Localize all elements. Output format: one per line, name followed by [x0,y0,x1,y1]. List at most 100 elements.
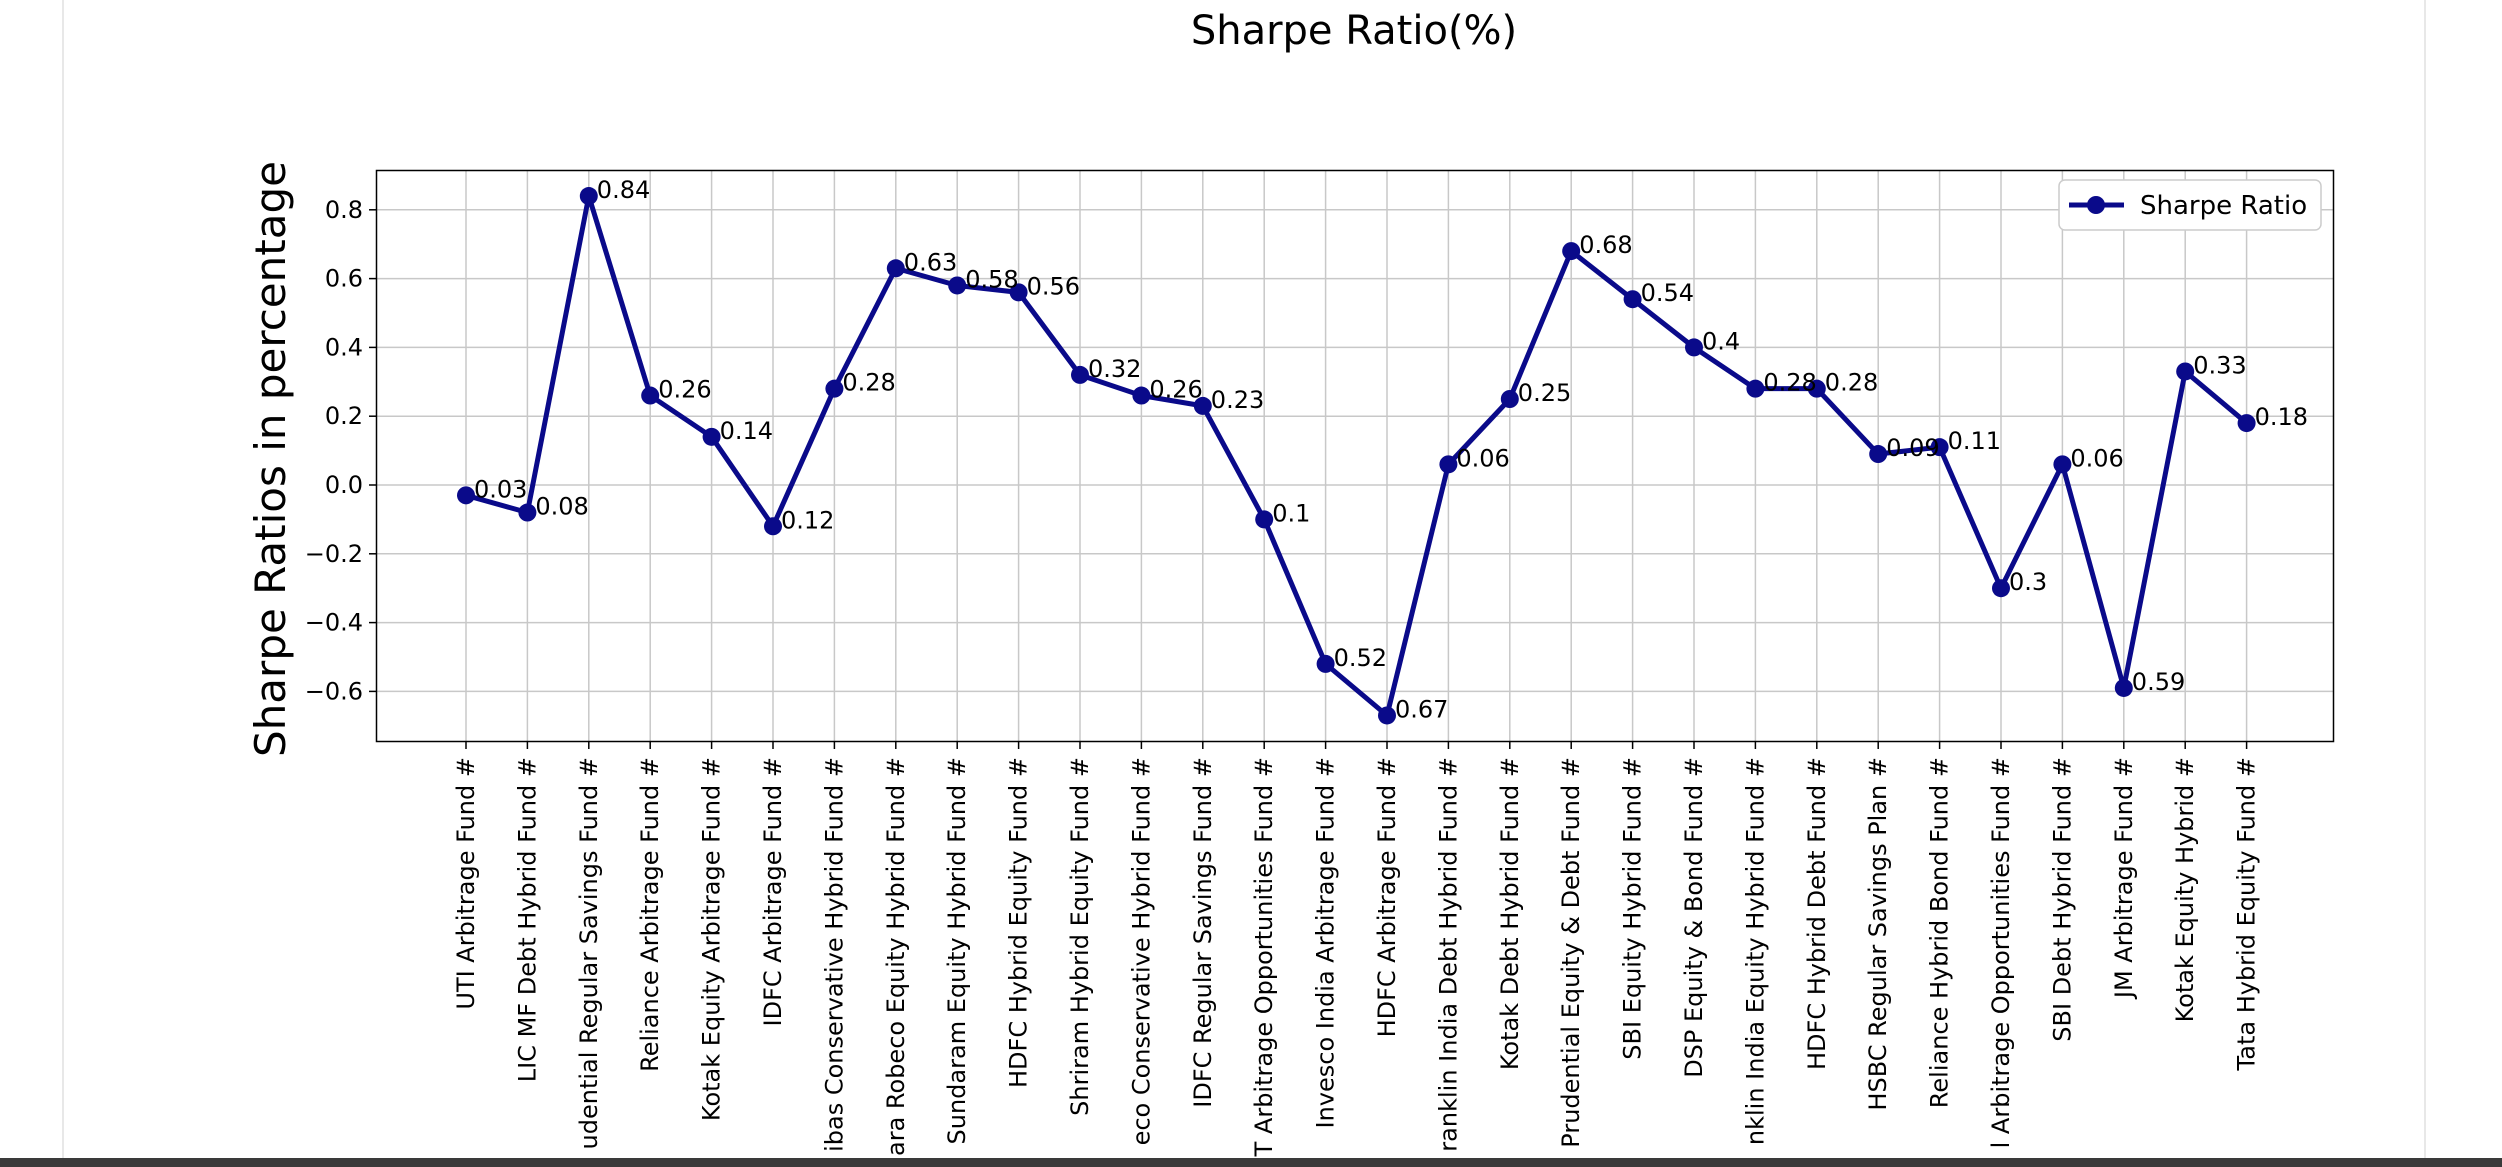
data-point-marker [825,379,844,398]
data-point-marker [2176,362,2195,381]
x-tick-label: HDFC Hybrid Equity Fund # [1005,757,1033,1088]
y-tick-label: 0.0 [325,471,363,499]
data-value-label: 0.3 [2009,568,2047,596]
data-value-label: 0.33 [2193,351,2246,379]
data-point-marker [1746,379,1765,398]
x-tick-label: LIC MF Debt Hybrid Fund # [513,757,541,1082]
data-point-marker [764,517,782,536]
y-tick-label: −0.6 [305,677,363,705]
x-tick-label: Reliance Hybrid Bond Fund # [1926,757,1954,1108]
x-tick-label: Invesco India Arbitrage Fund # [1312,757,1340,1128]
data-value-label: 0.06 [2070,444,2123,472]
gridlines [377,171,2334,741]
x-tick-label: ibas Conservative Hybrid Fund # [820,757,848,1152]
data-point-marker [457,486,475,505]
data-value-label: 0.08 [535,493,588,521]
data-point-marker [1685,338,1703,357]
x-tick-label: Sundaram Equity Hybrid Fund # [943,757,971,1144]
data-point-marker [1009,283,1028,302]
data-value-label: 0.18 [2255,403,2308,431]
data-value-label: 0.11 [1948,427,2001,455]
x-tick-label: l Arbitrage Opportunities Fund # [1987,757,2015,1148]
data-point-marker [2114,678,2133,697]
y-tick-label: 0.4 [325,333,363,361]
x-tick-label: DSP Equity & Bond Fund # [1680,757,1708,1078]
y-tick-label: 0.6 [325,265,363,293]
data-value-label: 0.28 [842,369,895,397]
left-page-edge [62,0,64,1158]
data-point-marker [1316,654,1335,673]
y-tick-label: 0.8 [325,196,363,224]
data-value-label: 0.25 [1518,379,1571,407]
data-point-marker [641,386,660,405]
data-value-label: 0.14 [720,417,773,445]
y-axis-title: Sharpe Ratios in percentage [246,161,295,757]
x-tick-label: HSBC Regular Savings Plan # [1864,757,1892,1111]
data-point-marker [1807,379,1826,398]
x-tick-label: Kotak Equity Hybrid # [2171,757,2199,1022]
data-value-label: 0.09 [1886,434,1939,462]
data-value-label: 0.59 [2132,668,2185,696]
data-point-marker [1439,455,1458,474]
chart-title: Sharpe Ratio(%) [1191,8,1517,54]
x-tick-label: IDFC Regular Savings Fund # [1189,757,1217,1108]
data-value-label: 0.1 [1272,499,1310,527]
x-tick-label: udential Regular Savings Fund # [575,757,603,1149]
bottom-taskbar-strip [0,1158,2502,1167]
data-value-label: 0.28 [1825,369,1878,397]
series-line-sharpe-ratio [465,193,2249,718]
data-point-marker [948,276,967,295]
data-point-marker [579,187,598,206]
x-tick-label: HDFC Hybrid Debt Fund # [1803,757,1831,1070]
data-value-label: 0.4 [1702,327,1740,355]
x-tick-label: HDFC Arbitrage Fund # [1373,757,1401,1037]
data-value-label: 0.58 [965,265,1018,293]
data-point-marker [1930,438,1949,457]
legend-marker-swatch [2087,196,2105,214]
data-value-label: 0.06 [1456,444,1509,472]
x-tick-label: ara Robeco Equity Hybrid Fund # [882,757,910,1156]
data-point-marker [518,503,537,522]
data-point-marker [1992,579,2010,598]
x-tick-label: T Arbitrage Opportunities Fund # [1250,757,1278,1157]
y-tick-label: −0.4 [305,609,363,637]
data-value-label: 0.03 [474,475,527,503]
data-value-label: 0.56 [1027,272,1080,300]
data-point-marker [1562,242,1581,261]
legend: Sharpe Ratio [2058,179,2322,231]
data-point-marker [1255,510,1274,529]
y-tick-label: 0.2 [325,402,363,430]
legend-label-sharpe-ratio: Sharpe Ratio [2140,191,2307,221]
data-point-marker [1132,386,1151,405]
plot-area-frame [375,169,2335,743]
data-value-label: 0.52 [1334,644,1387,672]
data-point-marker [2053,455,2072,474]
x-tick-label: SBI Debt Hybrid Fund # [2048,757,2076,1042]
data-point-marker [886,259,905,278]
x-tick-label: Reliance Arbitrage Fund # [636,757,664,1072]
data-point-marker [1193,396,1212,415]
legend-box [2058,179,2322,231]
data-value-label: 0.68 [1579,231,1632,259]
data-value-label: 0.84 [597,176,650,204]
right-page-edge [2424,0,2426,1158]
x-tick-label: Shriram Hybrid Equity Fund # [1066,757,1094,1116]
data-value-label: 0.26 [658,376,711,404]
data-point-marker [1623,290,1642,309]
x-tick-label: nklin India Equity Hybrid Fund # [1741,757,1769,1145]
x-tick-label: UTI Arbitrage Fund # [452,757,480,1010]
data-value-label: 0.23 [1211,386,1264,414]
data-value-label: 0.26 [1149,376,1202,404]
data-point-marker [1071,365,1089,384]
x-axis-ticks: UTI Arbitrage Fund # LIC MF Debt Hybrid F… [452,741,2261,1157]
data-labels: 0.03 0.08 0.84 0.26 0.14 0.12 0.28 0.63 0.58 0.56… [474,176,2308,723]
x-tick-label: IDFC Arbitrage Fund # [759,757,787,1026]
x-tick-label: eco Conservative Hybrid Fund # [1127,757,1155,1145]
x-tick-label: Kotak Equity Arbitrage Fund # [698,757,726,1121]
data-value-label: 0.54 [1641,279,1694,307]
x-tick-label: Kotak Debt Hybrid Fund # [1496,757,1524,1070]
x-tick-label: ranklin India Debt Hybrid Fund # [1434,757,1462,1152]
data-value-label: 0.63 [904,248,957,276]
